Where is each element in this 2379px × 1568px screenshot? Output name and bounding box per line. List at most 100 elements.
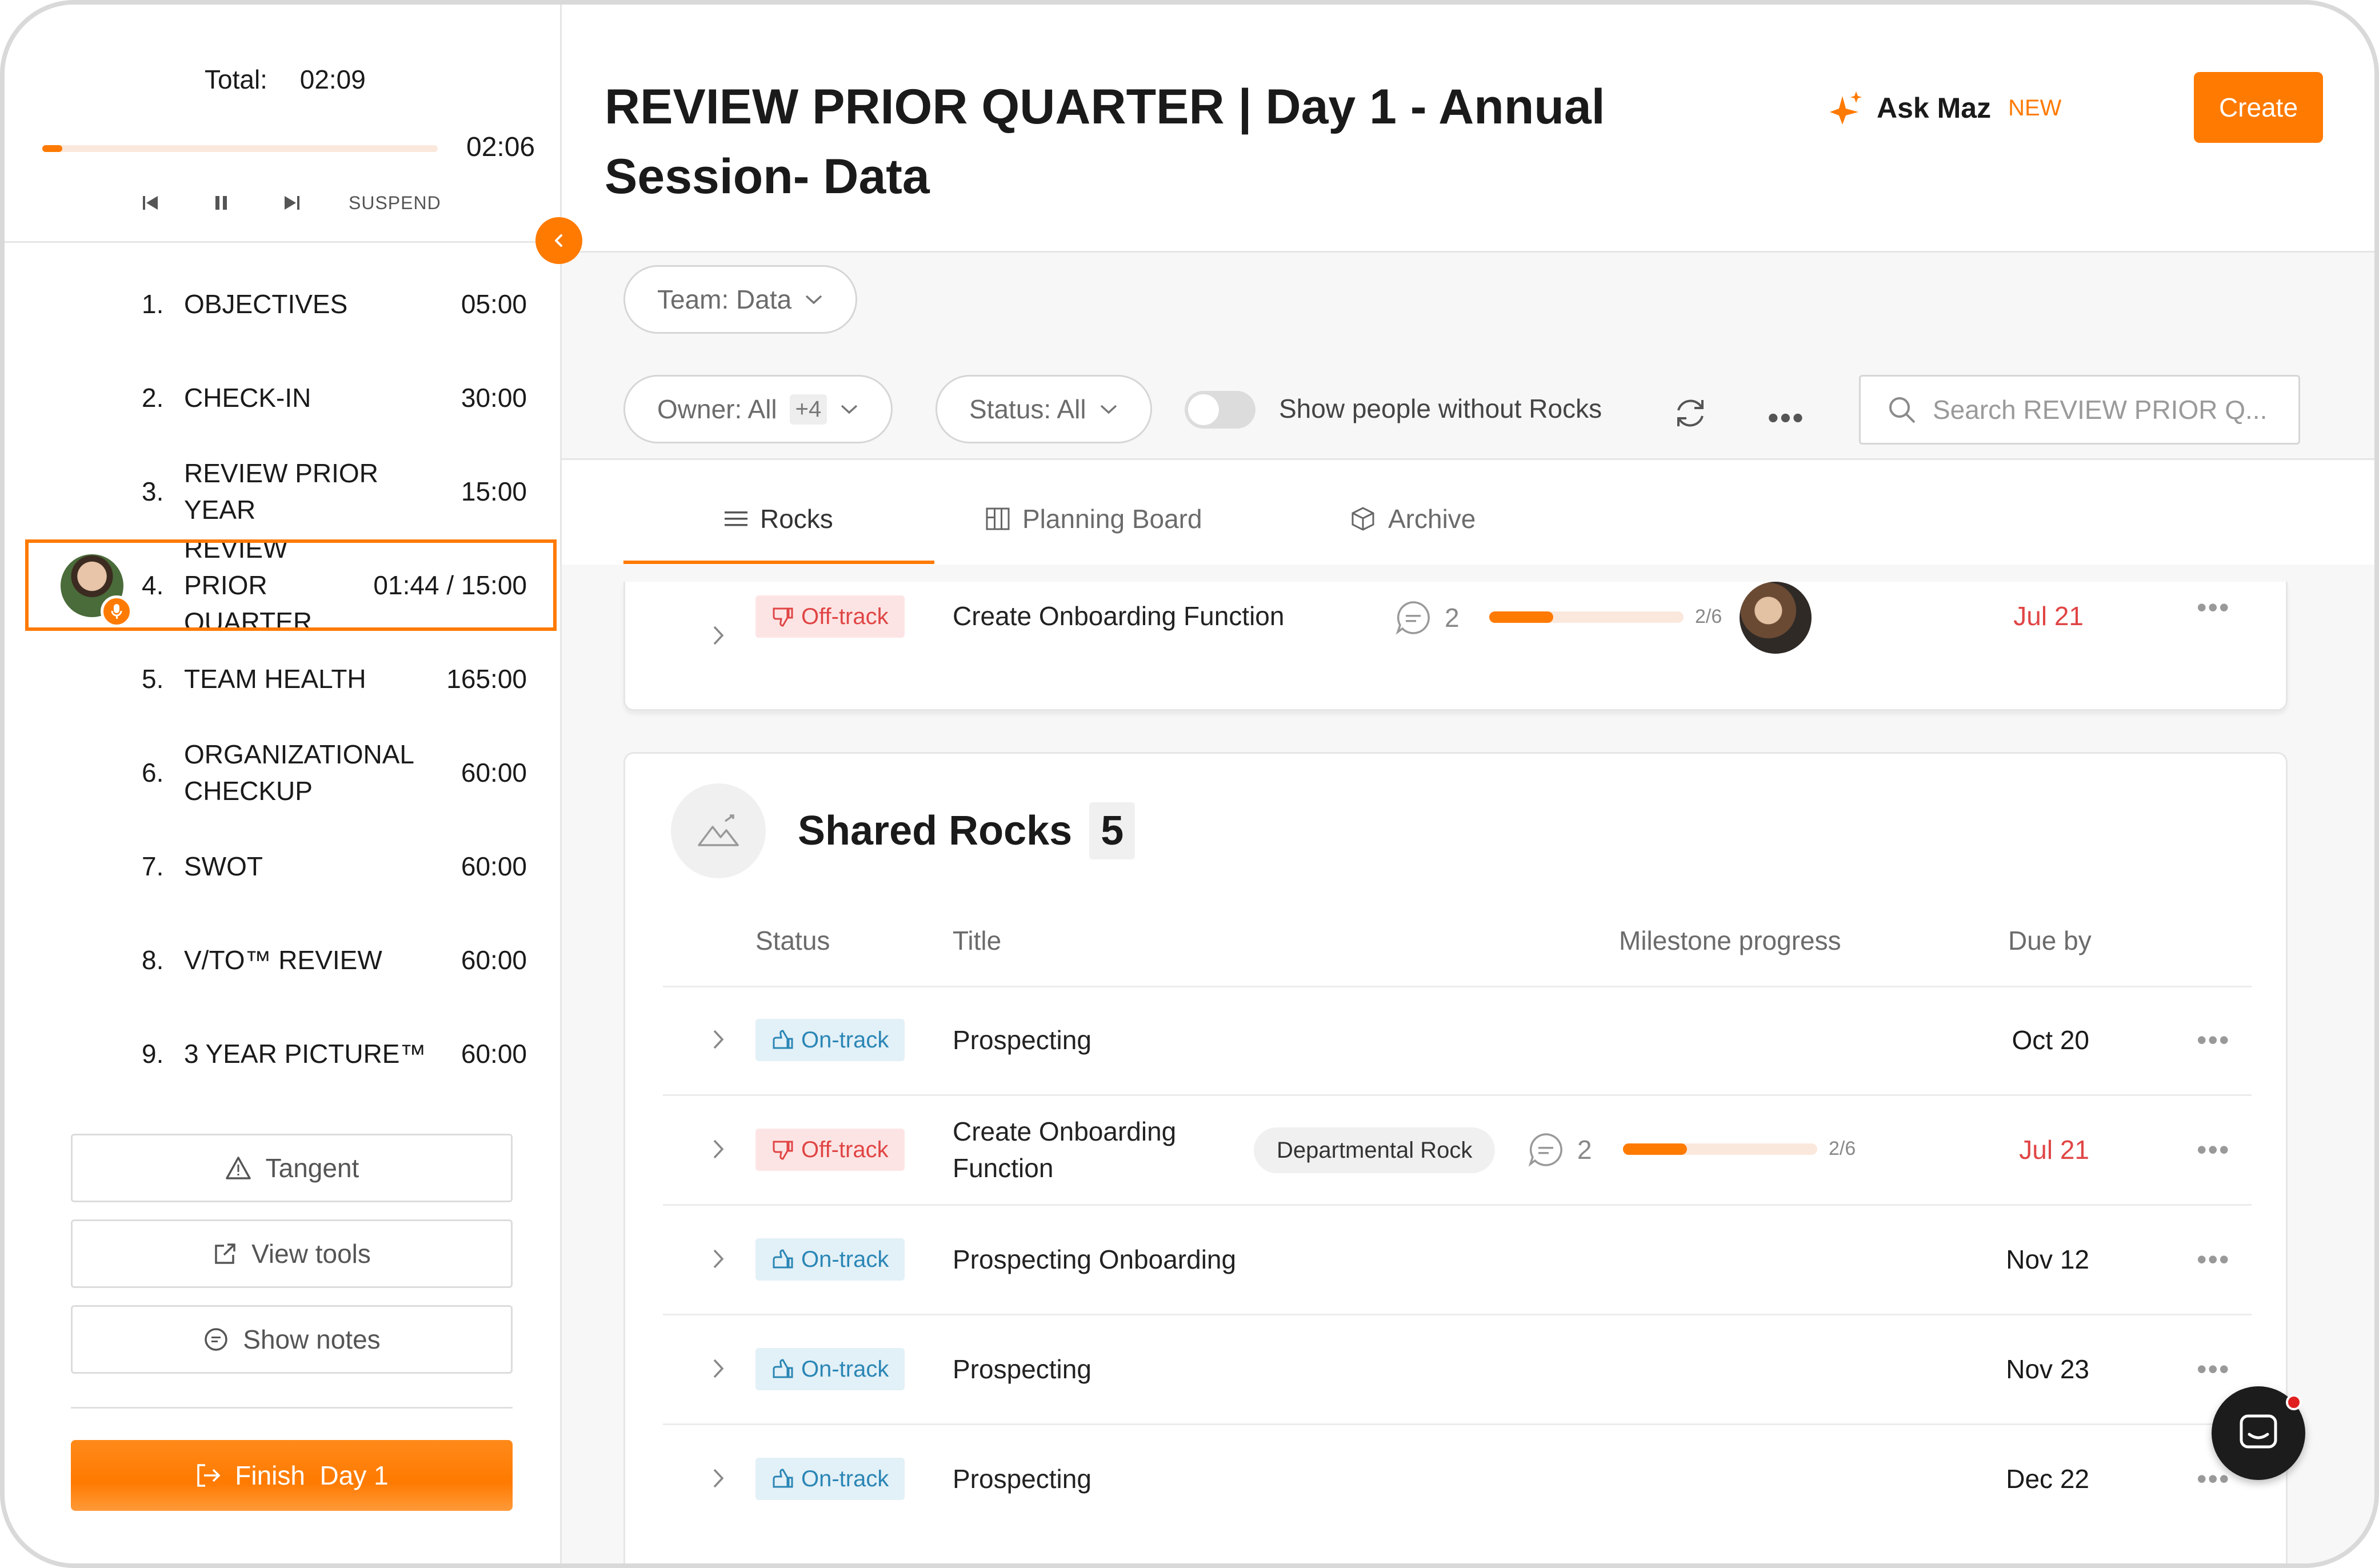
tab-rocks[interactable]: Rocks xyxy=(725,503,833,534)
rock-title[interactable]: Prospecting xyxy=(953,1464,1091,1494)
comment-icon xyxy=(1396,601,1430,635)
table-row[interactable]: On-track Prospecting Onboarding Nov 12 •… xyxy=(625,1205,2289,1314)
owner-filter[interactable]: Owner: All +4 xyxy=(623,375,893,443)
status-filter[interactable]: Status: All xyxy=(935,375,1152,443)
team-filter[interactable]: Team: Data xyxy=(623,265,858,334)
next-icon[interactable] xyxy=(278,189,306,217)
refresh-icon[interactable] xyxy=(1670,393,1710,433)
due-date: Dec 22 xyxy=(2006,1464,2089,1494)
column-header-milestone[interactable]: Milestone progress xyxy=(1619,926,1841,955)
timer-progress-fill xyxy=(42,145,62,152)
thumbs-down-icon xyxy=(773,1141,793,1160)
agenda-item-team-health[interactable]: 5. TEAM HEALTH 165:00 xyxy=(25,632,557,726)
rock-title[interactable]: Create Onboarding Function xyxy=(953,1117,1177,1183)
thumbs-up-icon xyxy=(773,1359,793,1378)
owner-avatar[interactable] xyxy=(1740,582,1812,654)
agenda-item-review-prior-quarter[interactable]: 4. REVIEW PRIOR QUARTER 01:44 / 15:00 xyxy=(25,539,557,631)
row-more-icon[interactable]: ••• xyxy=(2197,1243,2230,1275)
table-row[interactable]: On-track Prospecting Oct 20 ••• xyxy=(625,986,2289,1094)
agenda-item-check-in[interactable]: 2. CHECK-IN 30:00 xyxy=(25,351,557,445)
agenda-item-3-year-picture[interactable]: 9. 3 YEAR PICTURE™ 60:00 xyxy=(25,1007,557,1101)
agenda-item-vto-review[interactable]: 8. V/TO™ REVIEW 60:00 xyxy=(25,913,557,1007)
comments[interactable]: 2 xyxy=(1527,1131,1592,1169)
chevron-right-icon[interactable] xyxy=(702,1023,734,1055)
status-badge[interactable]: On-track xyxy=(755,1019,905,1061)
chevron-left-icon xyxy=(555,234,562,247)
show-notes-button[interactable]: Show notes xyxy=(71,1305,513,1374)
chat-widget-button[interactable] xyxy=(2212,1386,2305,1480)
column-header-due[interactable]: Due by xyxy=(2008,926,2092,955)
total-timer: Total: 02:09 xyxy=(205,64,366,95)
ask-maz-button[interactable]: Ask Maz NEW xyxy=(1828,89,2061,127)
suspend-button[interactable]: SUSPEND xyxy=(349,192,441,213)
status-badge[interactable]: Off-track xyxy=(755,1129,905,1171)
previous-icon[interactable] xyxy=(136,189,165,217)
agenda-item-organizational-checkup[interactable]: 6. ORGANIZATIONAL CHECKUP 60:00 xyxy=(25,726,557,819)
comment-count: 2 xyxy=(1445,603,1460,633)
total-value: 02:09 xyxy=(299,65,366,94)
agenda-time: 60:00 xyxy=(461,851,527,881)
status-filter-label: Status: All xyxy=(969,394,1086,424)
rock-title[interactable]: Prospecting xyxy=(953,1025,1091,1055)
chevron-right-icon[interactable] xyxy=(702,1462,734,1494)
view-tools-label: View tools xyxy=(251,1239,371,1269)
rock-title[interactable]: Prospecting xyxy=(953,1354,1091,1384)
chevron-down-icon xyxy=(1100,405,1117,414)
agenda-item-objectives[interactable]: 1. OBJECTIVES 05:00 xyxy=(25,257,557,351)
search-input[interactable]: Search REVIEW PRIOR Q... xyxy=(1859,375,2300,445)
comments[interactable]: 2 xyxy=(1394,599,1460,637)
tab-rocks-label: Rocks xyxy=(760,504,833,534)
row-more-icon[interactable]: ••• xyxy=(2197,1134,2230,1166)
table-row[interactable]: On-track Prospecting Dec 22 ••• xyxy=(625,1425,2289,1533)
list-icon xyxy=(725,511,747,526)
rock-title[interactable]: Create Onboarding Function xyxy=(953,601,1285,631)
microphone-icon xyxy=(101,595,133,627)
row-more-icon[interactable]: ••• xyxy=(2197,1353,2230,1385)
row-more-icon[interactable]: ••• xyxy=(2197,1024,2230,1056)
chevron-right-icon[interactable] xyxy=(702,1243,734,1275)
show-people-toggle[interactable] xyxy=(1185,391,1256,429)
tab-planning-board[interactable]: Planning Board xyxy=(986,503,1202,534)
status-badge[interactable]: On-track xyxy=(755,1238,905,1281)
section-count: 5 xyxy=(1089,802,1135,859)
row-more-icon[interactable]: ••• xyxy=(2197,591,2230,623)
collapse-sidebar-button[interactable] xyxy=(535,217,582,264)
finish-day-button[interactable]: Finish Day 1 xyxy=(71,1440,513,1511)
agenda-time: 165:00 xyxy=(446,664,527,694)
agenda-item-swot[interactable]: 7. SWOT 60:00 xyxy=(25,819,557,913)
chevron-right-icon[interactable] xyxy=(702,1133,734,1165)
show-notes-label: Show notes xyxy=(243,1325,381,1354)
agenda-title: ORGANIZATIONAL CHECKUP xyxy=(184,739,414,806)
row-more-icon[interactable]: ••• xyxy=(2197,1463,2230,1495)
agenda-title: 3 YEAR PICTURE™ xyxy=(184,1039,426,1069)
agenda-number: 9. xyxy=(142,1039,164,1069)
rock-title[interactable]: Prospecting Onboarding xyxy=(953,1245,1237,1274)
chevron-right-icon[interactable] xyxy=(702,619,734,651)
row-divider xyxy=(663,1314,2252,1315)
pause-icon[interactable] xyxy=(207,189,235,217)
agenda-number: 1. xyxy=(142,289,164,319)
status-badge[interactable]: On-track xyxy=(755,1348,905,1390)
table-row[interactable]: On-track Prospecting Nov 23 ••• xyxy=(625,1315,2289,1423)
table-row[interactable]: Off-track Create Onboarding Function 2 2… xyxy=(625,582,2289,690)
owner-count-badge: +4 xyxy=(789,394,827,425)
finish-label: Finish Day 1 xyxy=(235,1461,389,1490)
tab-archive[interactable]: Archive xyxy=(1350,503,1476,534)
view-tools-button[interactable]: View tools xyxy=(71,1219,513,1288)
meeting-sidebar: Total: 02:09 02:06 SUSPEND 1. OBJECTIVES… xyxy=(5,5,562,1563)
more-options-icon[interactable]: ••• xyxy=(1768,399,1805,435)
agenda-item-review-prior-year[interactable]: 3. REVIEW PRIOR YEAR 15:00 xyxy=(25,445,557,538)
chevron-right-icon[interactable] xyxy=(702,1353,734,1385)
tabs-bar: Rocks Planning Board Archive xyxy=(562,458,2374,565)
thumbs-up-icon xyxy=(773,1469,793,1488)
status-badge[interactable]: On-track xyxy=(755,1458,905,1500)
timer-progress-bar xyxy=(42,145,438,152)
milestone-count: 2/6 xyxy=(1695,606,1722,627)
column-header-title[interactable]: Title xyxy=(953,926,1002,955)
create-button[interactable]: Create xyxy=(2194,72,2323,143)
column-header-status[interactable]: Status xyxy=(755,926,830,955)
tangent-button[interactable]: Tangent xyxy=(71,1134,513,1202)
table-row[interactable]: Off-track Create Onboarding Function Dep… xyxy=(625,1095,2289,1204)
status-badge[interactable]: Off-track xyxy=(755,595,905,638)
milestone-progress-bar xyxy=(1623,1143,1817,1155)
